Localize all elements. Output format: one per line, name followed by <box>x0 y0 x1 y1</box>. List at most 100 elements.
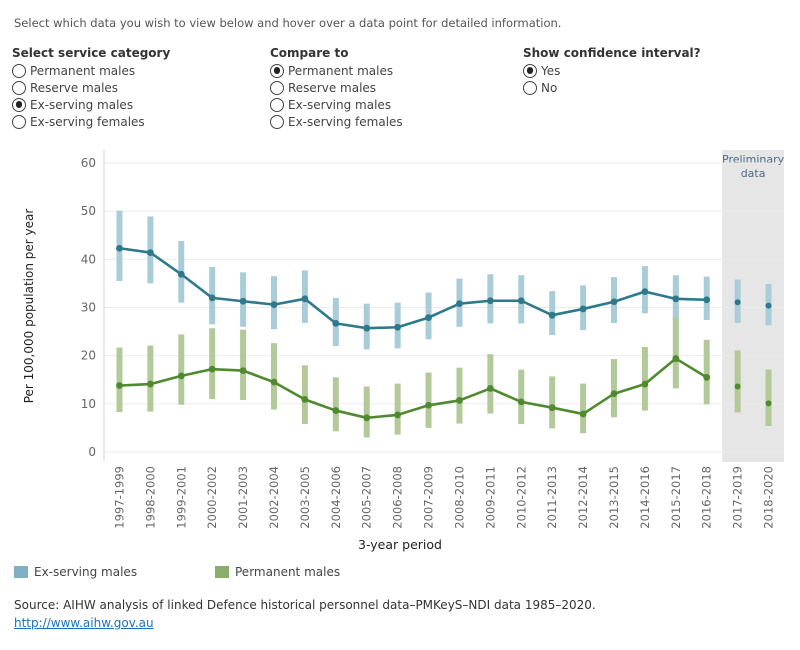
data-point-permanent <box>394 411 402 419</box>
radio-button-icon[interactable] <box>12 114 26 129</box>
legend-item-permanent-males[interactable]: Permanent males <box>215 565 340 579</box>
data-point-permanent <box>486 385 494 392</box>
x-tick-label: 1998-2000 <box>143 466 157 529</box>
ci-bar-permanent <box>240 329 247 400</box>
ci-bar-permanent <box>641 346 648 411</box>
ci-bar-permanent <box>332 377 339 432</box>
ci-bar-permanent <box>549 376 556 429</box>
y-tick-label: 60 <box>81 156 96 170</box>
data-point-ex-serving <box>703 296 711 304</box>
compare-to-option-permanent-males[interactable]: Permanent males <box>270 62 403 79</box>
data-point-permanent <box>548 404 556 412</box>
service-category-title: Select service category <box>12 46 171 60</box>
preliminary-label: Preliminary <box>722 153 785 166</box>
radio-button-icon[interactable] <box>523 80 537 95</box>
radio-button-icon[interactable] <box>12 80 26 95</box>
confidence-interval-option-yes[interactable]: Yes <box>523 62 701 79</box>
data-point-ex-serving <box>146 249 154 256</box>
data-point-ex-serving <box>486 297 494 305</box>
ci-bar-permanent <box>734 350 741 413</box>
ci-bar-permanent <box>271 343 277 410</box>
data-point-ex-serving <box>425 314 432 322</box>
compare-to-option-label: Reserve males <box>288 80 377 95</box>
aihw-link[interactable]: http://www.aihw.gov.au <box>14 616 154 630</box>
ci-bar-permanent <box>456 367 463 424</box>
ci-bar-permanent <box>301 365 308 425</box>
x-tick-label: 2007-2009 <box>422 466 436 529</box>
data-point-ex-serving <box>363 324 371 332</box>
compare-to-option-label: Ex-serving males <box>288 97 392 112</box>
service-category-option-ex-serving-males[interactable]: Ex-serving males <box>12 96 170 113</box>
compare-to-control: Compare to Permanent males Reserve males E… <box>270 46 403 130</box>
radio-button-icon[interactable] <box>270 80 284 95</box>
data-point-ex-serving <box>579 305 587 313</box>
radio-button-icon[interactable] <box>12 63 26 78</box>
data-point-permanent <box>239 367 247 374</box>
data-point-ex-serving <box>517 297 525 305</box>
service-category-option-reserve-males[interactable]: Reserve males <box>12 79 170 96</box>
ci-bar-permanent <box>672 317 679 389</box>
y-axis-label: Per 100,000 population per year <box>22 209 36 404</box>
radio-button-icon[interactable] <box>270 114 284 129</box>
preliminary-data-region <box>722 150 784 462</box>
data-point-ex-serving <box>116 244 123 252</box>
data-point-ex-serving <box>394 323 402 331</box>
compare-to-title: Compare to <box>270 46 349 60</box>
compare-to-option-ex-serving-males[interactable]: Ex-serving males <box>270 96 403 113</box>
x-tick-label: 2004-2006 <box>329 466 343 529</box>
x-tick-label: 2017-2019 <box>731 466 745 529</box>
service-category-option-ex-serving-females[interactable]: Ex-serving females <box>12 113 170 130</box>
radio-button-icon[interactable] <box>270 63 284 78</box>
radio-button-icon[interactable] <box>523 63 537 78</box>
radio-button-icon[interactable] <box>270 97 284 112</box>
service-category-option-permanent-males[interactable]: Permanent males <box>12 62 170 79</box>
series-line-permanent <box>119 357 708 420</box>
x-tick-label: 2010-2012 <box>514 466 528 529</box>
data-point-permanent <box>301 396 309 403</box>
ci-bar-permanent <box>611 359 617 418</box>
data-point-ex-serving <box>301 295 309 303</box>
ci-bar-permanent <box>178 334 185 405</box>
x-tick-label: 2014-2016 <box>638 466 652 529</box>
ci-bar-permanent <box>425 372 432 428</box>
data-point-ex-serving <box>208 294 216 302</box>
data-point-permanent <box>363 414 371 422</box>
series-line-ex-serving <box>119 246 707 330</box>
legend-swatch-ex-serving <box>14 566 28 578</box>
x-tick-label: 2002-2004 <box>267 466 281 529</box>
preliminary-label: data <box>741 167 766 180</box>
data-point-permanent <box>425 401 432 409</box>
y-tick-label: 50 <box>81 204 96 218</box>
y-tick-label: 40 <box>81 252 96 266</box>
x-tick-label: 2016-2018 <box>700 466 714 529</box>
ci-bar-permanent <box>147 345 154 412</box>
confidence-interval-option-no[interactable]: No <box>523 79 701 96</box>
data-point-permanent <box>641 380 649 388</box>
x-tick-label: 2005-2007 <box>360 466 374 529</box>
y-tick-label: 0 <box>88 445 96 459</box>
data-point-permanent <box>517 398 525 406</box>
x-tick-label: 2001-2003 <box>236 466 250 529</box>
ci-bar-permanent <box>518 369 525 425</box>
x-axis-label: 3-year period <box>358 537 442 552</box>
data-point-ex-serving <box>734 299 741 306</box>
x-tick-label: 2006-2008 <box>391 466 405 529</box>
x-tick-label: 2009-2011 <box>483 466 497 529</box>
data-point-permanent <box>672 355 680 362</box>
compare-to-option-reserve-males[interactable]: Reserve males <box>270 79 403 96</box>
x-tick-label: 2003-2005 <box>298 466 312 529</box>
data-point-permanent <box>703 373 711 381</box>
data-point-ex-serving <box>765 302 772 309</box>
compare-to-option-ex-serving-females[interactable]: Ex-serving females <box>270 113 403 130</box>
service-category-control: Select service category Permanent males R… <box>12 46 170 130</box>
legend-item-ex-serving-males[interactable]: Ex-serving males <box>14 565 137 579</box>
x-tick-label: 2013-2015 <box>607 466 621 529</box>
data-point-permanent <box>456 397 463 404</box>
radio-button-icon[interactable] <box>12 97 26 112</box>
compare-to-option-label: Permanent males <box>288 63 394 78</box>
legend-label-ex-serving: Ex-serving males <box>34 565 138 579</box>
x-tick-label: 1997-1999 <box>112 466 126 529</box>
x-tick-label: 2018-2020 <box>762 466 776 529</box>
compare-to-option-label: Ex-serving females <box>288 114 403 129</box>
data-point-permanent <box>177 372 185 380</box>
